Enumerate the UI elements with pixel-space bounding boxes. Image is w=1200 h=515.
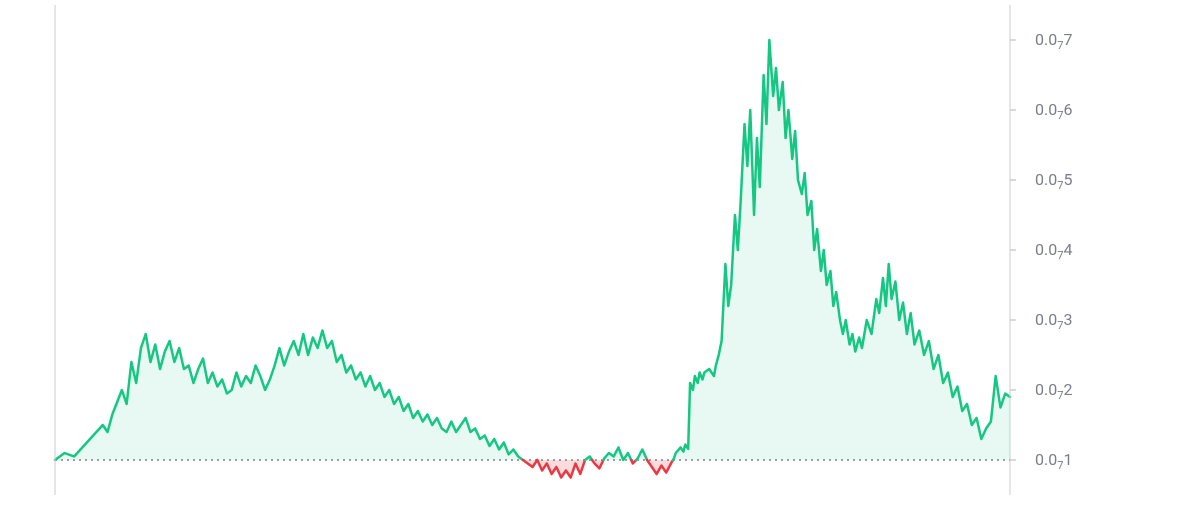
y-tick-label: 0.077 xyxy=(1035,30,1073,49)
price-chart: 0.071 0.072 0.073 0.074 0.075 0.076 0.077 xyxy=(0,0,1200,515)
y-tick-label: 0.076 xyxy=(1035,100,1073,119)
y-tick-label: 0.071 xyxy=(1035,450,1073,469)
y-tick-label: 0.075 xyxy=(1035,170,1073,189)
y-tick-label: 0.072 xyxy=(1035,380,1073,399)
y-tick-label: 0.074 xyxy=(1035,240,1073,259)
y-tick-label: 0.073 xyxy=(1035,310,1073,329)
chart-area xyxy=(0,0,1200,515)
